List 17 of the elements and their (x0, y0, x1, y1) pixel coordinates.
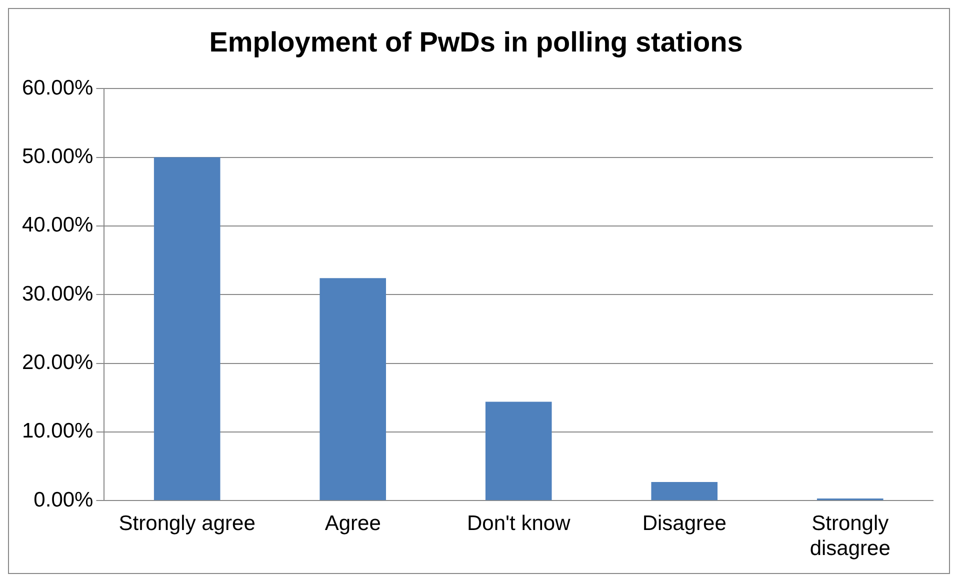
y-tick-label: 60.00% (22, 76, 94, 100)
y-tick-label: 30.00% (22, 282, 94, 306)
x-tick-label: Agree (324, 512, 381, 535)
x-tick-label: Don't know (466, 512, 572, 535)
x-tick-label: Strongly agree (118, 512, 256, 535)
y-tick-label: 20.00% (22, 351, 94, 374)
y-tick-label: 0.00% (34, 488, 94, 512)
x-tick-label: Strongly disagree (810, 512, 890, 560)
bar (320, 278, 386, 500)
y-tick-label: 40.00% (22, 214, 94, 237)
y-tick-label: 10.00% (22, 420, 94, 443)
y-tick-label: 50.00% (22, 145, 94, 168)
x-tick-label: Disagree (642, 512, 726, 535)
bar (485, 402, 552, 500)
bar (651, 482, 718, 500)
bar (154, 157, 220, 500)
chart-title: Employment of PwDs in polling stations (209, 26, 743, 58)
